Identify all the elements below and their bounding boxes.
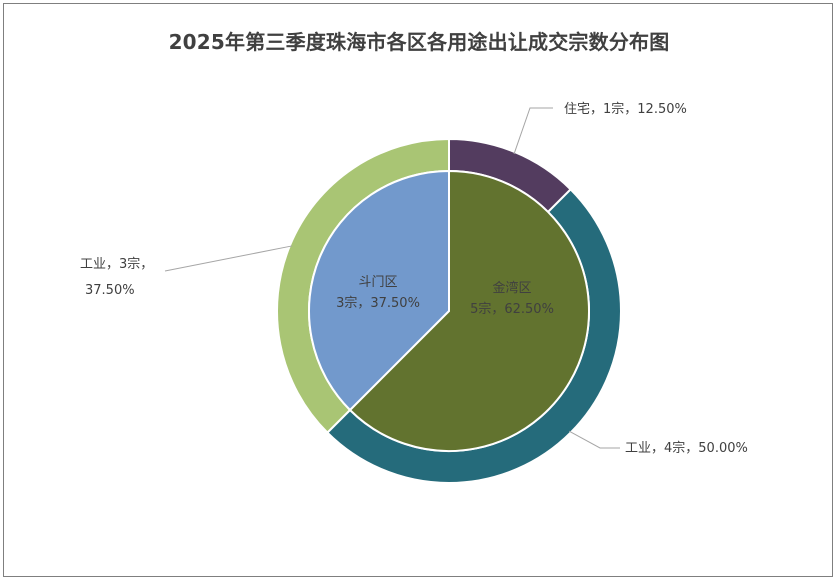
- label-inner-jinwan-value: 5宗，62.50%: [470, 301, 554, 317]
- label-outer-industrial-doumen-line2: 37.50%: [85, 283, 135, 298]
- chart-title: 2025年第三季度珠海市各区各用途出让成交宗数分布图: [168, 30, 670, 54]
- label-outer-industrial-jinwan: 工业，4宗，50.00%: [625, 440, 748, 456]
- label-outer-industrial-doumen-line1: 工业，3宗，: [80, 256, 153, 272]
- leader-line-industrial-jinwan: [568, 430, 620, 449]
- label-outer-residential: 住宅，1宗，12.50%: [564, 101, 687, 117]
- label-inner-jinwan-name: 金湾区: [492, 280, 531, 296]
- label-inner-doumen-value: 3宗，37.50%: [336, 295, 420, 311]
- slice-inner-jinwan: [348, 169, 590, 452]
- label-inner-doumen-name: 斗门区: [358, 275, 397, 290]
- leader-line-industrial-doumen: [164, 245, 293, 272]
- inner-ring: [308, 169, 590, 452]
- leader-lines: [164, 107, 620, 449]
- leader-line-residential: [513, 107, 553, 155]
- slice-inner-doumen: [308, 169, 450, 412]
